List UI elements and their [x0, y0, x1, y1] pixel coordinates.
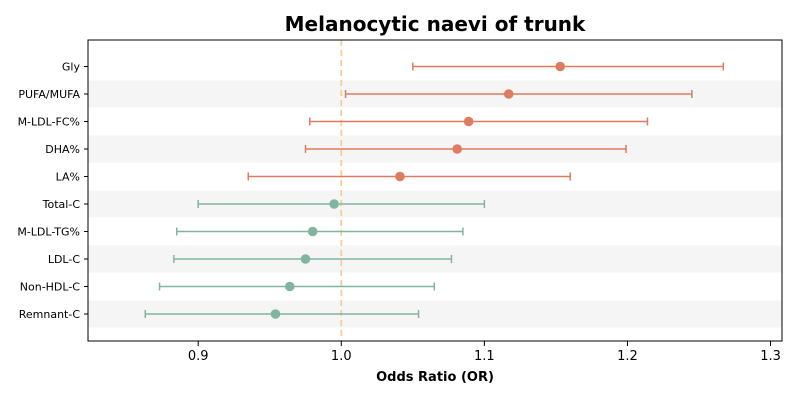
y-tick-label: M-LDL-TG%	[17, 226, 80, 239]
point-estimate	[503, 89, 514, 99]
point-estimate	[284, 281, 295, 292]
y-tick-label: PUFA/MUFA	[18, 88, 80, 101]
point-estimate	[300, 254, 311, 264]
point-estimate	[463, 116, 474, 127]
chart-title: Melanocytic naevi of trunk	[285, 12, 586, 36]
x-axis-ticks: 0.9 1.0 1.1 1.2 1.3	[188, 341, 781, 364]
x-tick-label: 0.9	[188, 349, 209, 364]
y-tick-label: DHA%	[45, 143, 80, 156]
plot-frame	[87, 39, 783, 342]
point-estimate	[307, 226, 318, 237]
y-axis-ticks: Gly PUFA/MUFA M-LDL-FC% DHA% LA% Total-C M-LDL…	[17, 61, 88, 321]
x-tick-label: 1.2	[617, 349, 638, 364]
y-tick-label: Remnant-C	[19, 308, 81, 321]
confidence-intervals	[144, 61, 725, 319]
y-tick-label: Non-HDL-C	[20, 281, 81, 294]
x-tick-label: 1.0	[331, 349, 352, 364]
y-tick-label: Total-C	[42, 198, 81, 211]
point-estimate	[555, 61, 566, 72]
x-tick-label: 1.3	[760, 349, 781, 364]
point-estimate	[270, 309, 281, 319]
point-estimate	[452, 144, 462, 154]
y-tick-label: Gly	[62, 61, 81, 74]
y-tick-label: LDL-C	[48, 253, 81, 266]
y-tick-label: LA%	[56, 171, 80, 184]
point-estimate	[329, 199, 339, 209]
point-estimate	[395, 171, 405, 182]
y-tick-label: M-LDL-FC%	[18, 116, 80, 129]
x-tick-label: 1.1	[474, 349, 495, 364]
x-axis-label: Odds Ratio (OR)	[376, 370, 494, 385]
